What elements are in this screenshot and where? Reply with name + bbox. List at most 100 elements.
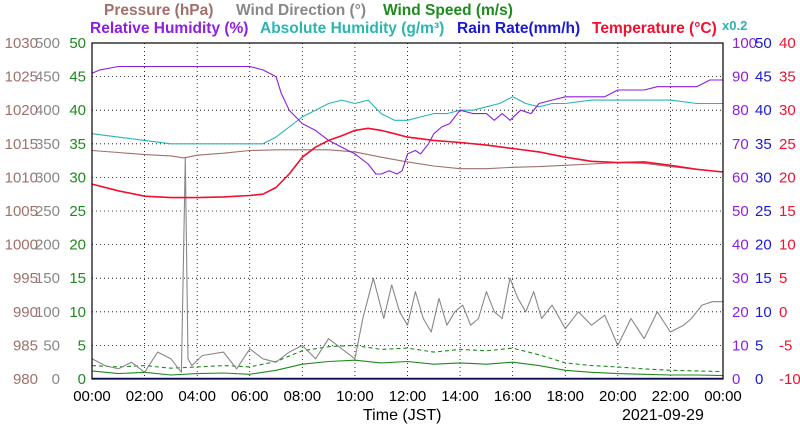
y-tick-wind-speed: 0 (78, 371, 86, 388)
y-tick-wind-direction: 300 (35, 169, 60, 186)
series-temperature (91, 127, 724, 199)
y-tick-pressure: 985 (13, 337, 38, 354)
y-tick-wind-speed: 5 (78, 337, 86, 354)
y-tick-humidity-rel: 90 (732, 69, 749, 86)
y-tick-wind-speed: 30 (69, 169, 86, 186)
x-axis-label: Time (JST) (363, 407, 442, 424)
y-tick-rain-rate: 15 (755, 270, 772, 287)
y-tick-temperature: -5 (779, 337, 792, 354)
y-tick-humidity-rel: 0 (732, 371, 740, 388)
y-tick-rain-rate: 0 (755, 371, 763, 388)
y-tick-pressure: 1020 (5, 102, 38, 119)
y-tick-wind-speed: 45 (69, 69, 86, 86)
y-tick-wind-speed: 10 (69, 304, 86, 321)
x-tick-label: 10:00 (336, 388, 374, 405)
y-tick-humidity-rel: 100 (732, 35, 757, 52)
y-tick-temperature: -10 (779, 371, 800, 388)
series-pressure (91, 149, 724, 173)
y-tick-wind-speed: 40 (69, 102, 86, 119)
y-tick-rain-rate: 40 (755, 102, 772, 119)
legend-relative-humidity: Relative Humidity (%) (90, 20, 248, 37)
y-tick-pressure: 990 (13, 304, 38, 321)
y-tick-temperature: 30 (779, 102, 796, 119)
x-tick-label: 00:00 (704, 388, 742, 405)
y-tick-pressure: 1010 (5, 169, 38, 186)
y-tick-pressure: 1025 (5, 69, 38, 86)
y-tick-wind-direction: 500 (35, 35, 60, 52)
plot-frame (91, 42, 724, 380)
x-tick-label: 18:00 (546, 388, 584, 405)
legend-scale-note: x0.2 (722, 18, 747, 33)
y-tick-humidity-rel: 20 (732, 304, 749, 321)
y-tick-humidity-rel: 40 (732, 237, 749, 254)
y-tick-rain-rate: 10 (755, 304, 772, 321)
x-tick-label: 00:00 (73, 388, 111, 405)
y-tick-rain-rate: 50 (755, 35, 772, 52)
y-tick-temperature: 0 (779, 304, 787, 321)
y-tick-pressure: 1030 (5, 35, 38, 52)
y-tick-wind-speed: 35 (69, 136, 86, 153)
y-tick-temperature: 25 (779, 136, 796, 153)
legend-wind-speed: Wind Speed (m/s) (383, 2, 513, 19)
y-tick-temperature: 15 (779, 203, 796, 220)
y-tick-wind-direction: 250 (35, 203, 60, 220)
x-tick-label: 08:00 (284, 388, 322, 405)
y-tick-rain-rate: 30 (755, 169, 772, 186)
y-tick-temperature: 10 (779, 237, 796, 254)
series-wind-gust (91, 344, 724, 373)
series-wind-direction (91, 156, 723, 373)
series-humidity-abs (91, 96, 723, 145)
x-tick-label: 12:00 (389, 388, 427, 405)
y-tick-wind-speed: 15 (69, 270, 86, 287)
y-tick-humidity-rel: 10 (732, 337, 749, 354)
legend-absolute-humidity: Absolute Humidity (g/m³) (260, 20, 444, 37)
y-tick-rain-rate: 45 (755, 69, 772, 86)
legend-rain-rate: Rain Rate(mm/h) (457, 20, 580, 37)
series-humidity-rel (91, 65, 723, 175)
plot-grid (92, 43, 723, 379)
y-tick-wind-direction: 50 (43, 337, 60, 354)
y-tick-wind-direction: 450 (35, 69, 60, 86)
y-tick-humidity-rel: 70 (732, 136, 749, 153)
x-tick-label: 04:00 (178, 388, 216, 405)
x-tick-label: 20:00 (599, 388, 637, 405)
y-tick-pressure: 1005 (5, 203, 38, 220)
legend-temperature: Temperature (°C) (592, 20, 717, 37)
y-tick-rain-rate: 25 (755, 203, 772, 220)
y-tick-wind-direction: 0 (52, 371, 60, 388)
y-tick-rain-rate: 35 (755, 136, 772, 153)
y-tick-wind-speed: 20 (69, 237, 86, 254)
legend-pressure: Pressure (hPa) (104, 2, 213, 19)
y-tick-humidity-rel: 30 (732, 270, 749, 287)
y-tick-pressure: 1000 (5, 237, 38, 254)
y-tick-wind-direction: 400 (35, 102, 60, 119)
x-tick-label: 06:00 (231, 388, 269, 405)
y-tick-humidity-rel: 80 (732, 102, 749, 119)
y-tick-temperature: 20 (779, 169, 796, 186)
y-tick-pressure: 1015 (5, 136, 38, 153)
y-tick-wind-direction: 350 (35, 136, 60, 153)
x-axis-ticks: 00:00 02:00 04:00 06:00 08:00 10:00 12:00 14:00… (73, 388, 742, 405)
y-tick-humidity-rel: 50 (732, 203, 749, 220)
x-tick-label: 02:00 (126, 388, 164, 405)
y-tick-wind-direction: 100 (35, 304, 60, 321)
legend-wind-direction: Wind Direction (°) (236, 2, 366, 19)
x-tick-label: 14:00 (441, 388, 479, 405)
y-tick-pressure: 980 (13, 371, 38, 388)
y-tick-temperature: 5 (779, 270, 787, 287)
y-tick-temperature: 40 (779, 35, 796, 52)
y-tick-rain-rate: 20 (755, 237, 772, 254)
y-tick-wind-speed: 50 (69, 35, 86, 52)
y-tick-temperature: 35 (779, 69, 796, 86)
y-tick-humidity-rel: 60 (732, 169, 749, 186)
series-wind-speed (91, 359, 724, 377)
y-tick-wind-direction: 200 (35, 237, 60, 254)
chart-date: 2021-09-29 (622, 407, 704, 424)
y-tick-rain-rate: 5 (755, 337, 763, 354)
x-tick-label: 22:00 (652, 388, 690, 405)
y-axis-ticks: 9809859909951000100510101015102010251030… (5, 35, 800, 388)
x-tick-label: 16:00 (494, 388, 532, 405)
y-tick-wind-direction: 150 (35, 270, 60, 287)
y-tick-pressure: 995 (13, 270, 38, 287)
